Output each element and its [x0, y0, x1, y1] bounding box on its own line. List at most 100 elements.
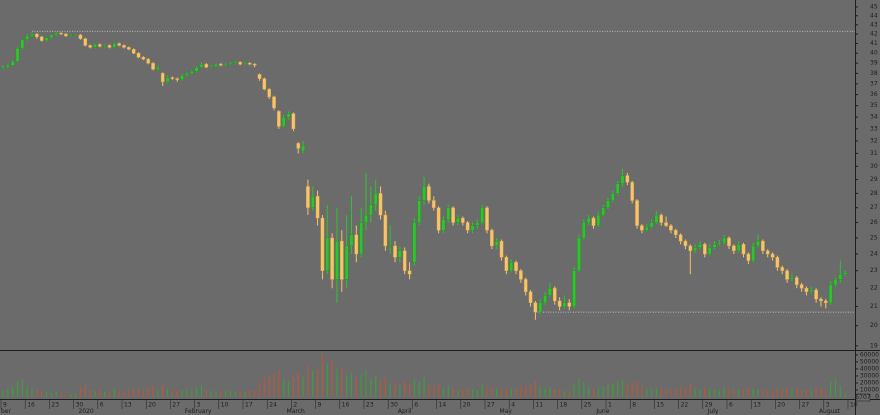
- candle-body: [10, 60, 15, 66]
- volume-bar: [370, 378, 372, 397]
- x-tick-label: 30: [76, 402, 84, 409]
- volume-bar: [815, 387, 817, 397]
- volume-bar: [423, 377, 425, 397]
- volume-bar: [796, 388, 798, 397]
- y-tick-label: 43: [870, 21, 878, 28]
- candle-body: [64, 33, 68, 37]
- volume-bar: [709, 388, 711, 397]
- last-volume-label: 5707: [855, 394, 870, 401]
- volume-bar: [781, 389, 783, 397]
- volume-bar: [355, 377, 357, 397]
- candle-body: [620, 175, 625, 184]
- y-tick-label: 23: [870, 267, 878, 274]
- candle-body: [601, 207, 605, 216]
- volume-bar: [65, 393, 67, 397]
- volume-bar: [205, 389, 207, 397]
- x-tick-label: 20: [463, 402, 471, 409]
- candle-body: [160, 73, 165, 82]
- candle-body: [441, 219, 446, 231]
- candle-body: [73, 34, 78, 36]
- volume-bar: [258, 381, 261, 397]
- volume-bar: [94, 390, 96, 397]
- volume-bar: [273, 373, 275, 397]
- volume-bar: [50, 392, 52, 397]
- y-tick-label: 41: [870, 40, 878, 47]
- candle-body: [577, 237, 581, 271]
- candle-body: [175, 78, 180, 80]
- volume-bar: [297, 372, 299, 397]
- volume-bar: [636, 381, 638, 397]
- volume-bar: [830, 381, 832, 397]
- candle-body: [417, 200, 422, 223]
- volume-bar: [680, 387, 682, 397]
- volume-bar: [689, 382, 691, 397]
- volume-bar: [21, 378, 23, 397]
- volume-bar: [442, 387, 445, 397]
- volume-bar: [660, 388, 662, 397]
- candle-body: [165, 77, 170, 82]
- x-tick-label: 17: [245, 402, 253, 409]
- volume-bar: [210, 390, 212, 397]
- volume-bar: [588, 386, 590, 397]
- candle-body: [741, 244, 746, 255]
- volume-bar: [713, 389, 716, 397]
- volume-bar: [621, 380, 624, 397]
- candle-body: [257, 74, 262, 79]
- y-tick-label: 30: [870, 163, 878, 170]
- x-tick-label: 20: [777, 402, 785, 409]
- volume-bar: [776, 388, 778, 397]
- candle-body: [340, 240, 344, 280]
- x-tick-label: 27: [487, 402, 495, 409]
- x-tick-label: 27: [172, 402, 180, 409]
- volume-bar: [84, 384, 86, 397]
- candle-body: [369, 204, 373, 216]
- volume-tick-label: 60000: [860, 351, 879, 358]
- y-tick-label: 39: [870, 60, 878, 67]
- candle-body: [490, 229, 494, 247]
- candle-body: [407, 270, 412, 275]
- candle-body: [262, 78, 267, 90]
- x-tick-label: 16: [342, 402, 350, 409]
- candle-body: [751, 245, 755, 261]
- candle-body: [39, 36, 44, 41]
- candle-body: [572, 270, 576, 307]
- candle-body: [15, 48, 20, 62]
- candle-body: [6, 64, 10, 68]
- volume-bar: [200, 385, 203, 397]
- volume-bar: [191, 390, 193, 397]
- last-volume-box: [855, 393, 871, 402]
- volume-bar: [675, 388, 677, 397]
- volume-bar: [321, 353, 324, 397]
- candle-body: [596, 214, 601, 226]
- candle-body: [790, 277, 794, 280]
- volume-bar: [45, 392, 48, 397]
- x-tick-label: 11: [535, 402, 543, 409]
- volume-bar: [55, 390, 57, 397]
- candle-body: [189, 71, 194, 74]
- candle-body: [814, 289, 818, 300]
- volume-bar: [733, 389, 735, 397]
- candle-body: [717, 242, 722, 245]
- volume-bar: [326, 363, 328, 397]
- candle-body: [640, 225, 644, 231]
- candle-body: [451, 207, 455, 223]
- candle-body: [761, 240, 765, 251]
- volume-bar: [592, 388, 595, 397]
- candle-body: [93, 44, 97, 48]
- candle-body: [102, 45, 107, 47]
- x-tick-label: 3: [826, 402, 830, 409]
- candle-body: [543, 295, 547, 303]
- volume-bar: [157, 390, 159, 397]
- candle-body: [794, 277, 799, 285]
- candle-body: [732, 245, 736, 251]
- candle-body: [688, 245, 693, 251]
- volume-bar: [525, 385, 527, 397]
- candle-body: [170, 77, 175, 79]
- volume-bar: [108, 392, 111, 397]
- candle-body: [83, 38, 88, 46]
- volume-tick-label: 30000: [860, 372, 879, 379]
- y-tick-label: 19: [870, 342, 878, 349]
- candle-body: [475, 222, 480, 226]
- volume-bar: [500, 387, 503, 397]
